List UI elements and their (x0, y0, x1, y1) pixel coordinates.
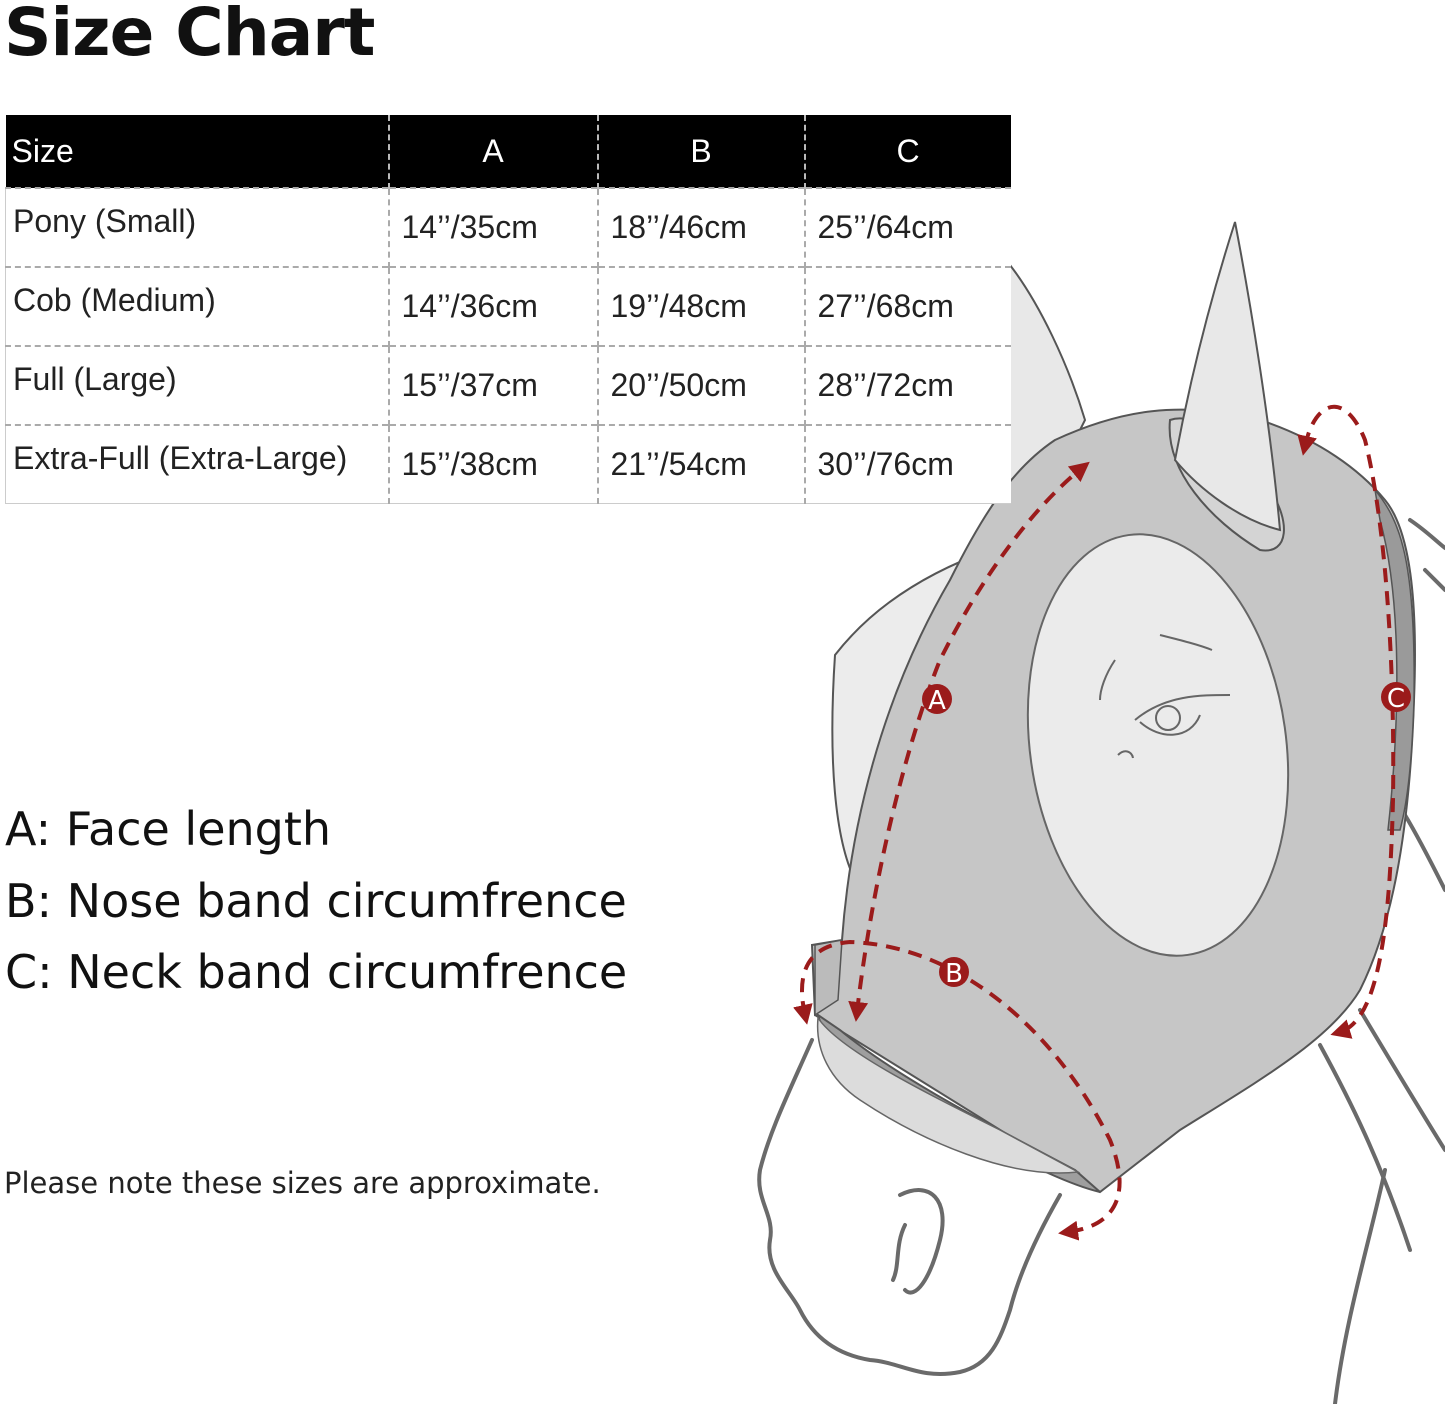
table-row: Cob (Medium) 14’’/36cm 19’’/48cm 27’’/68… (5, 266, 1011, 346)
mask-neck-trim (1373, 487, 1415, 831)
table-row: Pony (Small) 14’’/35cm 18’’/46cm 25’’/64… (5, 187, 1011, 267)
approximate-sizes-note: Please note these sizes are approximate. (4, 1166, 601, 1200)
c-cell: 25’’/64cm (803, 187, 1011, 267)
a-cell: 15’’/38cm (387, 424, 598, 504)
marker-b-label: B (945, 959, 963, 989)
measure-c-line (1297, 405, 1396, 1039)
horse-eye (1099, 634, 1231, 759)
b-cell: 20’’/50cm (596, 345, 805, 425)
legend-b: B: Nose band circumfrence (5, 874, 627, 928)
a-cell: 14’’/35cm (387, 187, 598, 267)
size-cell: Extra-Full (Extra-Large) (5, 424, 389, 504)
b-cell: 18’’/46cm (596, 187, 805, 267)
marker-a-label: A (928, 686, 946, 716)
header-a: A (387, 115, 598, 188)
right-ear (1173, 221, 1282, 532)
b-cell: 21’’/54cm (596, 424, 805, 504)
a-cell: 14’’/36cm (387, 266, 598, 346)
c-cell: 28’’/72cm (803, 345, 1011, 425)
table-row: Full (Large) 15’’/37cm 20’’/50cm 28’’/72… (5, 345, 1011, 425)
measurement-lines (793, 405, 1396, 1241)
marker-a: A (922, 684, 952, 716)
legend-c: C: Neck band circumfrence (5, 945, 628, 999)
header-c: C (803, 115, 1011, 188)
marker-c-label: C (1387, 684, 1405, 714)
size-cell: Pony (Small) (5, 187, 389, 267)
marker-b: B (939, 957, 969, 989)
table-row: Extra-Full (Extra-Large) 15’’/38cm 21’’/… (5, 424, 1011, 504)
table-header-row: Size A B C (5, 115, 1011, 188)
marker-c: C (1381, 682, 1411, 714)
size-cell: Full (Large) (5, 345, 389, 425)
measure-a-line (848, 461, 1090, 1022)
header-size: Size (5, 115, 389, 188)
b-cell: 19’’/48cm (596, 266, 805, 346)
legend-a: A: Face length (5, 802, 332, 856)
size-cell: Cob (Medium) (5, 266, 389, 346)
header-b: B (596, 115, 805, 188)
a-cell: 15’’/37cm (387, 345, 598, 425)
c-cell: 30’’/76cm (803, 424, 1011, 504)
size-table: Size A B C Pony (Small) 14’’/35cm 18’’/4… (5, 115, 1011, 504)
c-cell: 27’’/68cm (803, 266, 1011, 346)
page-title: Size Chart (4, 0, 375, 71)
